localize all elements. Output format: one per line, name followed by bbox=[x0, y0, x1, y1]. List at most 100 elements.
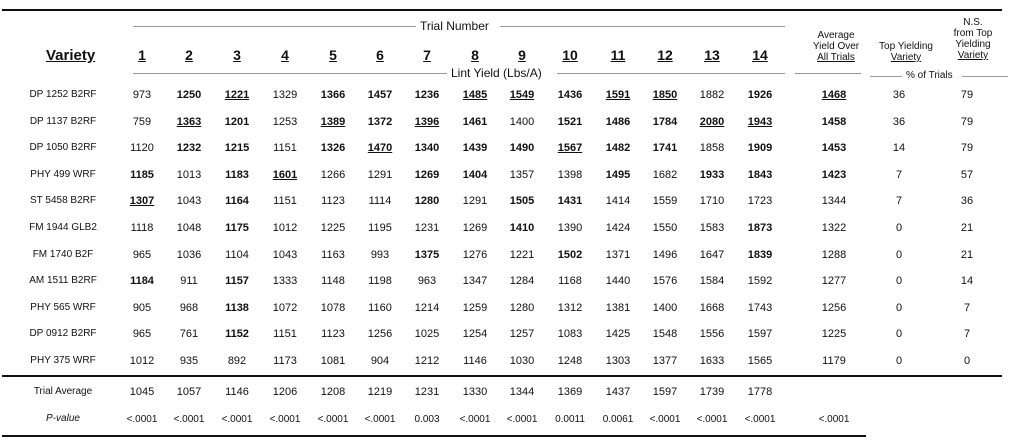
avg-yield-cell: 1179 bbox=[822, 355, 846, 367]
yield-cell: 1496 bbox=[652, 249, 678, 261]
yield-cell: 1138 bbox=[225, 302, 249, 314]
avg-yield-cell: 1458 bbox=[821, 116, 847, 128]
top-yielding-cell: 0 bbox=[895, 249, 903, 261]
trial-average-row: Trial Average 1045 1057 1146 1206 1208 1219 123… bbox=[0, 386, 1017, 400]
yield-cell: 1548 bbox=[652, 328, 678, 340]
avg-header-line1: Average bbox=[817, 30, 855, 41]
ns-cell: 79 bbox=[960, 116, 974, 128]
yield-cell: 1909 bbox=[747, 142, 773, 154]
top-rule bbox=[2, 9, 1002, 11]
avg-header-line3: All Trials bbox=[817, 52, 855, 63]
variety-name: DP 0912 B2RF bbox=[29, 328, 97, 339]
yield-cell: 1461 bbox=[462, 116, 488, 128]
yield-cell: 1307 bbox=[129, 195, 155, 207]
yield-cell: 1236 bbox=[414, 89, 440, 101]
pvalue-label: P-value bbox=[46, 413, 80, 424]
lint-yield-rule-left bbox=[133, 73, 447, 74]
yield-cell: 1114 bbox=[368, 195, 392, 207]
yield-cell: 1425 bbox=[605, 328, 631, 340]
yield-cell: 1400 bbox=[652, 302, 678, 314]
trial-header-9: 9 bbox=[518, 47, 526, 63]
yield-cell: 1280 bbox=[414, 195, 440, 207]
pvalue-cell: <.0001 bbox=[649, 414, 681, 425]
yield-cell: 1146 bbox=[463, 355, 487, 367]
yield-cell: 1253 bbox=[272, 116, 298, 128]
yield-cell: 1486 bbox=[605, 116, 631, 128]
yield-cell: 1198 bbox=[368, 275, 392, 287]
yield-cell: 1291 bbox=[462, 195, 488, 207]
yield-cell: 1312 bbox=[557, 302, 583, 314]
yield-cell: 1269 bbox=[414, 169, 440, 181]
yield-cell: 1633 bbox=[699, 355, 725, 367]
yield-cell: 1410 bbox=[509, 222, 535, 234]
trial-header-1: 1 bbox=[138, 47, 146, 63]
yield-cell: 1556 bbox=[699, 328, 725, 340]
yield-cell: 1168 bbox=[558, 275, 582, 287]
table-row: DP 0912 B2RF 965 761 1152 1151 1123 1256 1025 12… bbox=[0, 328, 1017, 342]
ns-cell: 7 bbox=[963, 328, 971, 340]
table-row: ST 5458 B2RF 1307 1043 1164 1151 1123 1114 1280… bbox=[0, 195, 1017, 209]
yield-cell: 1248 bbox=[557, 355, 583, 367]
table-row: PHY 375 WRF 1012 935 892 1173 1081 904 1212 1146… bbox=[0, 355, 1017, 369]
yield-cell: 1185 bbox=[130, 169, 154, 181]
yield-cell: 1013 bbox=[176, 169, 202, 181]
variety-name: DP 1137 B2RF bbox=[29, 116, 97, 127]
yield-cell: 1363 bbox=[176, 116, 202, 128]
pct-trials-label: % of Trials bbox=[906, 70, 953, 81]
top-yielding-cell: 0 bbox=[895, 328, 903, 340]
yield-cell: 1175 bbox=[225, 222, 249, 234]
yield-cell: 1280 bbox=[509, 302, 535, 314]
trial-average-cell: 1369 bbox=[557, 386, 583, 398]
yield-cell: 1151 bbox=[273, 328, 297, 340]
ns-header-line1: N.S. bbox=[963, 17, 983, 28]
table-row: DP 1050 B2RF 1120 1232 1215 1151 1326 1470 1340… bbox=[0, 142, 1017, 156]
yield-cell: 1583 bbox=[699, 222, 725, 234]
avg-yield-cell: 1423 bbox=[821, 169, 847, 181]
trial-header-4: 4 bbox=[281, 47, 289, 63]
yield-cell: 1440 bbox=[605, 275, 631, 287]
yield-cell: 1377 bbox=[652, 355, 678, 367]
yield-cell: 1592 bbox=[747, 275, 773, 287]
variety-name: ST 5458 B2RF bbox=[30, 195, 96, 206]
trial-header-14: 14 bbox=[752, 47, 768, 63]
yield-cell: 1104 bbox=[225, 249, 249, 261]
yield-cell: 1597 bbox=[747, 328, 773, 340]
yield-cell: 1254 bbox=[462, 328, 488, 340]
yield-cell: 1081 bbox=[320, 355, 346, 367]
yield-cell: 892 bbox=[227, 355, 247, 367]
top-yielding-cell: 0 bbox=[895, 302, 903, 314]
top-yielding-header: Top Yielding Variety bbox=[866, 41, 946, 63]
pvalue-cell: <.0001 bbox=[317, 414, 349, 425]
ns-header: N.S. from Top Yielding Variety bbox=[933, 17, 1013, 61]
pvalue-cell: <.0001 bbox=[506, 414, 538, 425]
pvalue-cell: 0.0011 bbox=[555, 414, 585, 425]
trial-average-cell: 1739 bbox=[699, 386, 725, 398]
yield-cell: 1157 bbox=[225, 275, 249, 287]
yield-cell: 973 bbox=[132, 89, 152, 101]
avg-yield-cell: 1288 bbox=[821, 249, 847, 261]
ns-cell: 7 bbox=[963, 302, 971, 314]
yield-cell: 1269 bbox=[462, 222, 488, 234]
yield-cell: 1398 bbox=[557, 169, 583, 181]
yield-cell: 1436 bbox=[557, 89, 583, 101]
yield-cell: 1858 bbox=[699, 142, 725, 154]
lint-yield-label: Lint Yield (Lbs/A) bbox=[451, 66, 542, 80]
yield-cell: 1201 bbox=[224, 116, 250, 128]
trial-average-label: Trial Average bbox=[33, 386, 93, 397]
top-yielding-cell: 14 bbox=[892, 142, 906, 154]
pvalue-cell: <.0001 bbox=[744, 414, 776, 425]
yield-cell: 1357 bbox=[509, 169, 535, 181]
yield-cell: 1505 bbox=[509, 195, 535, 207]
yield-cell: 1333 bbox=[272, 275, 298, 287]
avg-yield-cell: 1277 bbox=[821, 275, 847, 287]
top-yielding-cell: 36 bbox=[892, 116, 906, 128]
yield-cell: 1214 bbox=[414, 302, 440, 314]
yield-cell: 1012 bbox=[272, 222, 298, 234]
yield-cell: 1850 bbox=[652, 89, 678, 101]
yield-cell: 1584 bbox=[699, 275, 725, 287]
trial-average-cell: 1330 bbox=[462, 386, 488, 398]
variety-name: PHY 375 WRF bbox=[30, 355, 96, 366]
pvalue-cell: 0.0061 bbox=[602, 414, 634, 425]
yield-cell: 1372 bbox=[367, 116, 393, 128]
trial-header-13: 13 bbox=[704, 47, 720, 63]
